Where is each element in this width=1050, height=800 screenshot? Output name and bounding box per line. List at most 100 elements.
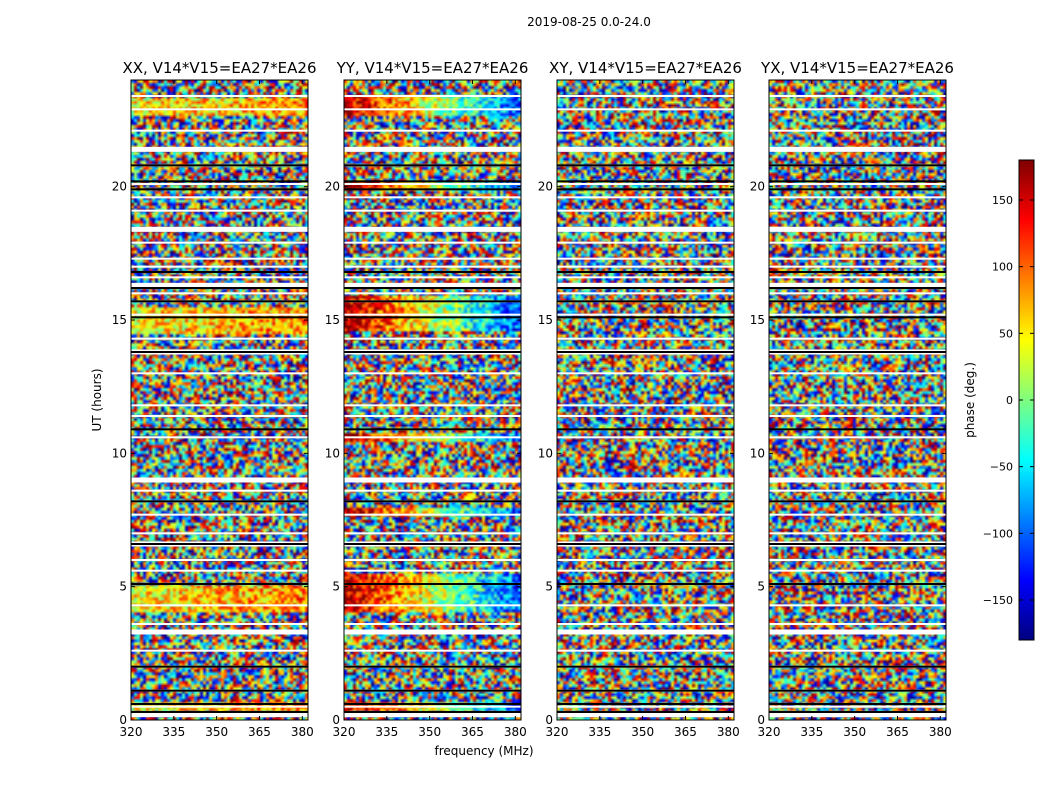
y-tick-label: 20 <box>538 180 553 194</box>
flagged-row <box>344 649 521 652</box>
flagged-row <box>557 265 734 268</box>
flagged-row <box>131 292 308 295</box>
flagged-row <box>557 623 734 625</box>
flagged-row <box>344 477 521 483</box>
flagged-row <box>344 404 521 407</box>
flagged-row <box>344 95 521 97</box>
flagged-row <box>131 649 308 652</box>
colorbar-tick-label: −150 <box>983 594 1013 607</box>
flagged-row <box>769 313 946 316</box>
flagged-row <box>769 265 946 268</box>
flagged-row <box>557 604 734 607</box>
y-tick-label: 20 <box>112 180 127 194</box>
flagged-row <box>557 95 734 97</box>
flagged-row <box>769 705 946 708</box>
panel-frame <box>768 79 947 721</box>
flagged-row <box>344 196 521 199</box>
flagged-row <box>131 623 308 625</box>
flagged-row <box>557 292 734 295</box>
x-tick-label: 320 <box>120 725 143 739</box>
flagged-row <box>131 436 308 439</box>
flagged-row <box>131 313 308 316</box>
flagged-row <box>344 129 521 132</box>
y-tick-label: 15 <box>538 313 553 327</box>
colorbar-tick-label: 0 <box>1006 394 1013 407</box>
flagged-row <box>557 629 734 635</box>
flagged-row <box>131 513 308 516</box>
flagged-row <box>769 241 946 244</box>
y-tick-label: 5 <box>757 580 765 594</box>
dark-row <box>769 180 946 183</box>
flagged-row <box>557 313 734 316</box>
dark-row <box>131 500 308 503</box>
dark-row <box>344 351 521 353</box>
flagged-row <box>344 559 521 561</box>
flagged-row <box>131 559 308 561</box>
colorbar-tick-label: 100 <box>992 261 1013 274</box>
x-tick-label: 365 <box>248 725 271 739</box>
flagged-row <box>557 183 734 185</box>
flagged-row <box>769 372 946 375</box>
phase-noise-image <box>557 80 734 720</box>
y-tick-label: 10 <box>750 446 765 460</box>
dark-row <box>557 287 734 289</box>
flagged-row <box>344 513 521 516</box>
heatmap-panel-xx: XX, V14*V15=EA27*EA26 320 335 350 365 380 0 5 10… <box>90 59 317 739</box>
flagged-row <box>344 292 521 295</box>
flagged-row <box>769 292 946 295</box>
flagged-row <box>557 372 734 375</box>
flagged-row <box>344 629 521 635</box>
panel-title: XX, V14*V15=EA27*EA26 <box>122 59 316 77</box>
flagged-row <box>131 108 308 111</box>
panel-frame <box>343 79 522 721</box>
dark-row <box>769 316 946 319</box>
dark-row <box>131 300 308 303</box>
flagged-row <box>344 146 521 152</box>
dark-row <box>131 180 308 183</box>
flagged-row <box>769 337 946 340</box>
dark-row <box>131 316 308 319</box>
dark-row <box>131 351 308 353</box>
x-tick-label: 350 <box>843 725 866 739</box>
heatmap-panels: XX, V14*V15=EA27*EA26 320 335 350 365 380 0 5 10… <box>90 59 954 758</box>
flagged-row <box>557 282 734 288</box>
x-tick-label: 320 <box>546 725 569 739</box>
y-tick-label: 10 <box>538 446 553 460</box>
x-tick-label: 380 <box>929 725 952 739</box>
flagged-row <box>557 146 734 152</box>
flagged-row <box>557 257 734 260</box>
x-tick-label: 335 <box>588 725 611 739</box>
dark-row <box>344 689 521 692</box>
dark-row <box>131 543 308 545</box>
dark-row <box>557 500 734 503</box>
dark-row <box>557 543 734 545</box>
flagged-row <box>344 265 521 268</box>
flagged-row <box>769 604 946 607</box>
flagged-row <box>344 226 521 232</box>
flagged-row <box>769 489 946 492</box>
panel-title: XY, V14*V15=EA27*EA26 <box>549 59 742 77</box>
flagged-row <box>769 129 946 132</box>
x-tick-label: 320 <box>333 725 356 739</box>
x-tick-label: 365 <box>461 725 484 739</box>
y-tick-label: 0 <box>757 713 765 727</box>
flagged-row <box>131 95 308 97</box>
flagged-row <box>131 569 308 572</box>
flagged-row <box>131 415 308 417</box>
dark-row <box>344 500 521 503</box>
dark-row <box>131 287 308 289</box>
x-tick-label: 350 <box>631 725 654 739</box>
panel-frame <box>130 79 309 721</box>
flagged-row <box>131 265 308 268</box>
flagged-row <box>131 489 308 492</box>
dark-row <box>344 300 521 303</box>
dark-row <box>557 711 734 713</box>
dark-row <box>344 665 521 668</box>
flagged-row <box>769 95 946 97</box>
flagged-row <box>557 532 734 535</box>
flagged-row <box>344 415 521 417</box>
flagged-row <box>769 282 946 288</box>
dark-row <box>769 703 946 705</box>
dark-row <box>131 703 308 705</box>
